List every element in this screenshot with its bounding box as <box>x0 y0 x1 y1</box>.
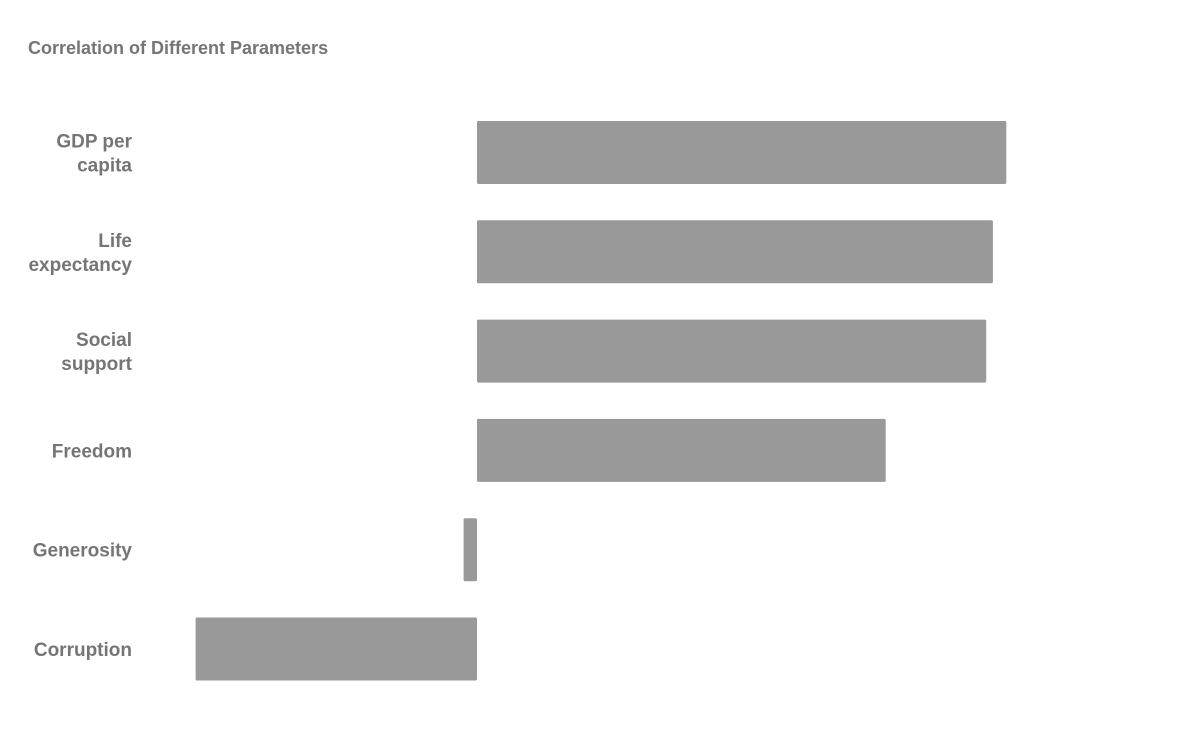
category-labels-layer: GDP per capita Life expectancy Social support… <box>28 132 132 662</box>
bar-freedom <box>477 418 886 482</box>
category-label-gdp-per-capita: GDP per capita <box>56 132 132 177</box>
bar-corruption <box>195 617 477 681</box>
category-label-social-support: Social support <box>61 330 132 375</box>
bar-generosity <box>463 518 477 582</box>
bars-layer <box>195 121 1007 681</box>
category-label-freedom: Freedom <box>52 441 132 462</box>
category-label-life-expectancy: Life expectancy <box>28 231 132 276</box>
bar-gdp-per-capita <box>477 121 1007 184</box>
category-label-generosity: Generosity <box>33 541 133 562</box>
category-label-corruption: Corruption <box>34 640 132 661</box>
bar-social-support <box>477 319 987 383</box>
bar-life-expectancy <box>477 220 993 284</box>
chart-title: Correlation of Different Parameters <box>28 38 329 58</box>
